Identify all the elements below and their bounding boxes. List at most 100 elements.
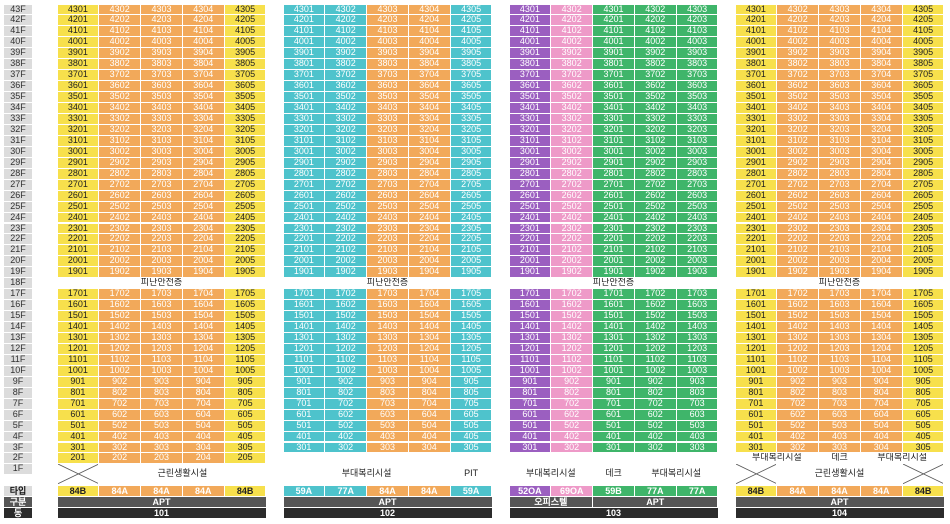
unit-101-2104: 2104 [182,245,224,256]
unit-104-2002: 2002 [777,256,819,267]
unit-101-2902: 2902 [99,157,141,168]
unit-104-3605: 3605 [902,81,944,92]
unit-101-3801: 3801 [57,59,99,70]
floor-label: 8F [4,387,32,398]
unit-103-2501: 2501 [509,201,551,212]
unit-103-2203: 2203 [676,234,718,245]
unit-104-2802: 2802 [777,168,819,179]
unit-102-2105: 2105 [450,245,492,256]
unit-104-2601: 2601 [735,190,777,201]
unit-104-3202: 3202 [777,124,819,135]
unit-101-905: 905 [224,376,266,387]
unit-103-2803: 2803 [676,168,718,179]
unit-101-3104: 3104 [182,135,224,146]
unit-102-403: 403 [367,431,408,442]
floor-label: 30F [4,146,32,157]
unit-103-2402: 2402 [634,212,676,223]
floor-label: 18F [4,278,32,289]
unit-103-1402: 1402 [551,322,593,332]
unit-103-602: 602 [551,409,593,420]
unit-102-2704: 2704 [408,179,450,190]
unit-102-1703: 1703 [367,289,408,300]
unit-102-3505: 3505 [450,92,492,103]
unit-103-3502: 3502 [551,92,593,103]
unit-104-1704: 1704 [860,289,902,300]
unit-101-4105: 4105 [224,26,266,37]
unit-101-1102: 1102 [99,354,141,365]
unit-102-2601: 2601 [283,190,325,201]
unit-104-3502: 3502 [777,92,819,103]
unit-101-701: 701 [57,398,99,409]
unit-103-3503: 3503 [676,92,718,103]
unit-103-1202: 1202 [634,343,676,354]
unit-103-1903: 1903 [676,267,718,278]
unit-103-3801: 3801 [593,59,634,70]
unit-104-1204: 1204 [860,343,902,354]
unit-104-1004: 1004 [860,365,902,376]
unit-102-802: 802 [325,387,367,398]
gubun-cell: 오피스텔 [509,497,593,507]
floor-label: 42F [4,15,32,26]
type-cell: 77A [634,486,676,496]
unit-104-4103: 4103 [819,26,860,37]
floor-label: 27F [4,179,32,190]
unit-103-1001: 1001 [509,365,551,376]
unit-101-3703: 3703 [141,70,182,81]
unit-102-2502: 2502 [325,201,367,212]
unit-101-3304: 3304 [182,114,224,124]
floor-label: 6F [4,409,32,420]
unit-101-4205: 4205 [224,15,266,26]
type-cell: 84B [224,486,266,496]
unit-104-3903: 3903 [819,48,860,59]
unit-103-2002: 2002 [551,256,593,267]
unit-104-2303: 2303 [819,223,860,234]
gubun-cell: APT [593,497,718,507]
unit-102-1605: 1605 [450,300,492,311]
unit-104-2105: 2105 [902,245,944,256]
unit-101-3905: 3905 [224,48,266,59]
unit-102-702: 702 [325,398,367,409]
unit-101-1302: 1302 [99,333,141,343]
unit-101-2305: 2305 [224,223,266,234]
unit-104-1103: 1103 [819,354,860,365]
unit-102-3701: 3701 [283,70,325,81]
unit-102-3703: 3703 [367,70,408,81]
unit-103-4102: 4102 [634,26,676,37]
unit-104-2903: 2903 [819,157,860,168]
unit-101-201: 201 [57,453,99,464]
unit-101-1703: 1703 [141,289,182,300]
unit-102-3403: 3403 [367,103,408,113]
unit-101-2402: 2402 [99,212,141,223]
unit-104-2701: 2701 [735,179,777,190]
unit-101-1902: 1902 [99,267,141,278]
unit-104-4204: 4204 [860,15,902,26]
unit-101-3301: 3301 [57,114,99,124]
unit-101-303: 303 [141,442,182,453]
unit-103-2502: 2502 [551,201,593,212]
unit-103-3901: 3901 [593,48,634,59]
unit-104-2904: 2904 [860,157,902,168]
unit-104-3704: 3704 [860,70,902,81]
dong-cell: 102 [283,508,492,518]
unit-101-1103: 1103 [141,354,182,365]
unit-102-3005: 3005 [450,146,492,157]
unit-104-602: 602 [777,409,819,420]
unit-101-3803: 3803 [141,59,182,70]
unit-104-1305: 1305 [902,333,944,343]
unit-103-601: 601 [593,409,634,420]
type-cell: 84A [367,486,408,496]
floor-label: 21F [4,245,32,256]
unit-103-402: 402 [634,431,676,442]
floor-label: 43F [4,4,32,15]
unit-101-1905: 1905 [224,267,266,278]
unit-101-2003: 2003 [141,256,182,267]
unit-104-2602: 2602 [777,190,819,201]
unit-103-901: 901 [509,376,551,387]
unit-104-3205: 3205 [902,124,944,135]
unit-102-4105: 4105 [450,26,492,37]
unit-102-4101: 4101 [283,26,325,37]
unit-101-3902: 3902 [99,48,141,59]
unit-104-2402: 2402 [777,212,819,223]
type-cell: 84A [819,486,860,496]
